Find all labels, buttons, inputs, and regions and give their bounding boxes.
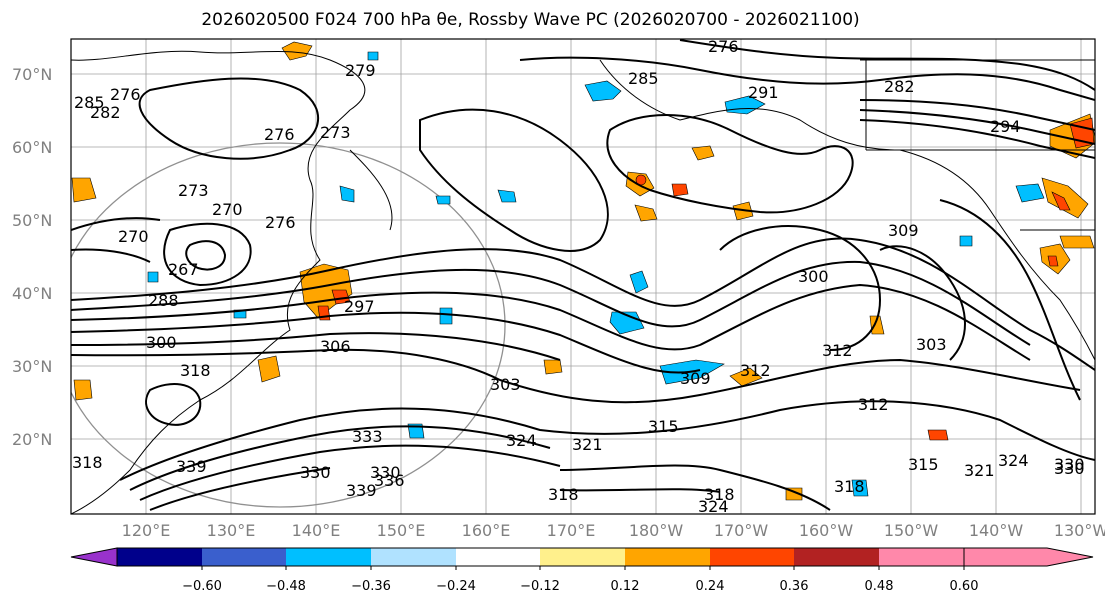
lon-label: 140°W — [969, 521, 1024, 540]
contour-label: 330 — [370, 463, 401, 482]
contour-label: 282 — [90, 103, 121, 122]
lon-label: 180°W — [629, 521, 684, 540]
contour-label: 339 — [176, 457, 207, 476]
colorbar-tick: 0.24 — [696, 579, 725, 594]
contour-label: 312 — [740, 361, 771, 380]
contour-label: 291 — [748, 83, 779, 102]
colorbar-bin — [371, 548, 456, 566]
lon-label: 160°E — [462, 521, 511, 540]
colorbar-bin — [625, 548, 710, 566]
contour-label: 273 — [178, 181, 209, 200]
contour-label: 270 — [212, 200, 243, 219]
contour-label: 288 — [148, 291, 179, 310]
contour-label: 309 — [888, 221, 919, 240]
contour-label: 306 — [320, 337, 351, 356]
contour-label: 303 — [490, 375, 521, 394]
theta-e-contours — [71, 39, 1095, 511]
lon-label: 150°W — [884, 521, 939, 540]
colorbar-tick: 0.48 — [865, 579, 894, 594]
lon-label: 170°W — [714, 521, 769, 540]
colorbar-tick: 0.12 — [611, 579, 640, 594]
contour-label: 330 — [1054, 459, 1085, 478]
colorbar-tick: −0.60 — [182, 579, 222, 594]
lon-label: 160°W — [799, 521, 854, 540]
lon-label: 170°E — [547, 521, 596, 540]
contour-label: 285 — [74, 93, 105, 112]
latitude-labels: 70°N 60°N 50°N 40°N 30°N 20°N — [12, 65, 52, 449]
contour-label: 315 — [908, 455, 939, 474]
longitude-labels: 120°E 130°E 140°E 150°E 160°E 170°E 180°… — [122, 521, 1105, 540]
region-circle — [71, 142, 506, 508]
contour-label: 318 — [704, 485, 735, 504]
contour-label: 318 — [180, 361, 211, 380]
contour-label: 321 — [964, 461, 995, 480]
map-title: 2026020500 F024 700 hPa θe, Rossby Wave … — [201, 10, 860, 30]
contour-label: 300 — [146, 333, 177, 352]
contour-label: 297 — [344, 297, 375, 316]
lon-label: 120°E — [122, 521, 171, 540]
colorbar-tick: 0.60 — [950, 579, 979, 594]
contour-label: 279 — [345, 61, 376, 80]
contour-label: 276 — [110, 85, 141, 104]
contour-label: 276 — [708, 37, 739, 56]
contour-label: 285 — [628, 69, 659, 88]
colorbar-bin — [540, 548, 625, 566]
colorbar-tick: 0.36 — [780, 579, 809, 594]
lon-label: 140°E — [292, 521, 341, 540]
contour-label: 330 — [300, 463, 331, 482]
contour-label: 339 — [346, 481, 377, 500]
lat-label: 40°N — [12, 284, 52, 303]
colorbar-bin — [117, 548, 202, 566]
contour-label: 303 — [916, 335, 947, 354]
contour-label: 324 — [998, 451, 1029, 470]
contour-label: 318 — [548, 485, 579, 504]
contour-label: 336 — [374, 471, 405, 490]
lon-label: 130°W — [1054, 521, 1105, 540]
contour-label: 321 — [572, 435, 603, 454]
colorbar-bin — [710, 548, 794, 566]
contour-label: 276 — [265, 213, 296, 232]
contour-label: 318 — [834, 477, 865, 496]
contour-label: 312 — [858, 395, 889, 414]
lat-label: 20°N — [12, 430, 52, 449]
colorbar-tick: −0.48 — [266, 579, 306, 594]
contour-label: 300 — [798, 267, 829, 286]
lon-label: 150°E — [377, 521, 426, 540]
colorbar-tick: −0.36 — [351, 579, 391, 594]
map-frame — [70, 38, 1096, 515]
contour-label: 324 — [506, 431, 537, 450]
contour-label: 324 — [698, 497, 729, 516]
colorbar-bin — [286, 548, 371, 566]
contour-label: 267 — [168, 260, 199, 279]
colorbar-bin — [794, 548, 879, 566]
contour-label: 273 — [320, 123, 351, 142]
colorbar-bin — [202, 548, 286, 566]
contour-label: 270 — [118, 227, 149, 246]
lon-label: 130°E — [207, 521, 256, 540]
colorbar-over-arrow — [963, 547, 1094, 567]
lat-label: 70°N — [12, 65, 52, 84]
contour-label: 309 — [680, 369, 711, 388]
contour-label: 282 — [884, 77, 915, 96]
contour-label: 276 — [264, 125, 295, 144]
contour-label: 330 — [1054, 455, 1085, 474]
colorbar: −0.60 −0.48 −0.36 −0.24 −0.12 0.12 0.24 … — [70, 547, 1094, 594]
lat-label: 30°N — [12, 357, 52, 376]
colorbar-under-arrow — [70, 547, 118, 567]
shaded-anomalies — [71, 41, 1095, 501]
colorbar-bin — [879, 548, 964, 566]
coastlines — [71, 50, 1095, 514]
contour-label: 333 — [352, 427, 383, 446]
contour-label: 294 — [990, 117, 1021, 136]
contour-label: 315 — [648, 417, 679, 436]
lat-label: 60°N — [12, 138, 52, 157]
contour-label: 318 — [72, 453, 103, 472]
lat-label: 50°N — [12, 211, 52, 230]
contour-labels: 285 282 276 279 276 273 276 273 270 270 … — [72, 37, 1085, 516]
colorbar-tick: −0.12 — [520, 579, 560, 594]
colorbar-tick: −0.24 — [436, 579, 476, 594]
colorbar-bin — [456, 548, 540, 566]
contour-label: 312 — [822, 341, 853, 360]
